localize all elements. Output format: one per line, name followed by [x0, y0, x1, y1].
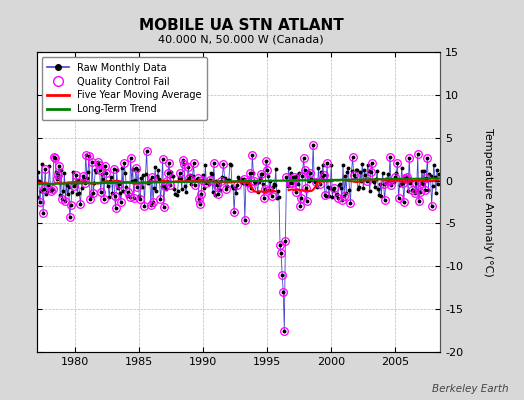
- Text: MOBILE UA STN ATLANT: MOBILE UA STN ATLANT: [139, 18, 343, 33]
- Text: Berkeley Earth: Berkeley Earth: [432, 384, 508, 394]
- Legend: Raw Monthly Data, Quality Control Fail, Five Year Moving Average, Long-Term Tren: Raw Monthly Data, Quality Control Fail, …: [41, 57, 207, 120]
- Text: 40.000 N, 50.000 W (Canada): 40.000 N, 50.000 W (Canada): [158, 34, 324, 44]
- Y-axis label: Temperature Anomaly (°C): Temperature Anomaly (°C): [483, 128, 493, 276]
